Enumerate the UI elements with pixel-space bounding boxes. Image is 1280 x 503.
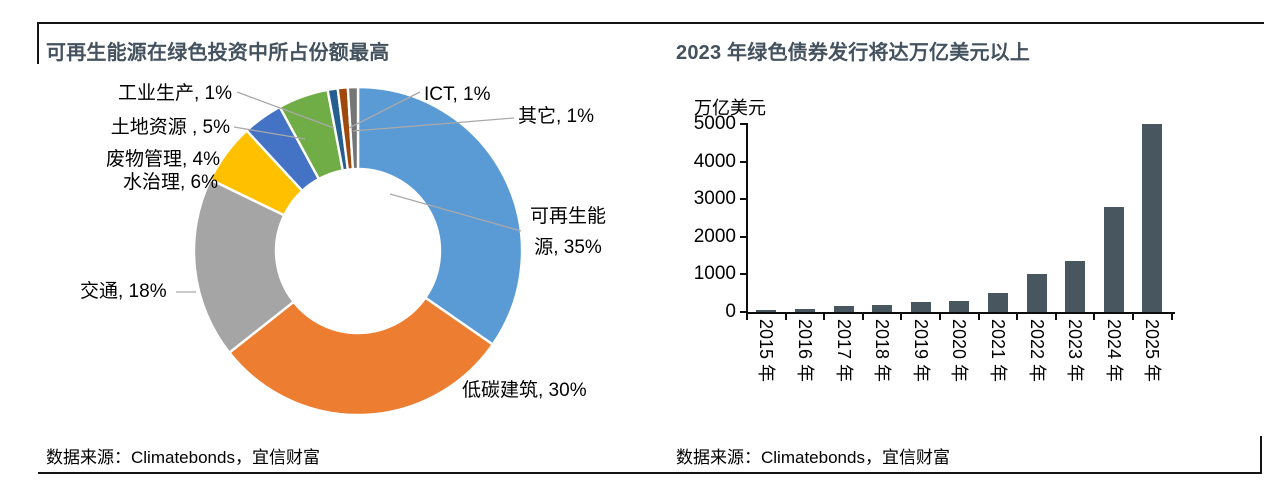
bar-2018年 xyxy=(872,305,893,312)
y-tick-label: 0 xyxy=(725,301,736,322)
bar-2025年 xyxy=(1142,124,1163,312)
x-tick-label: 2023 年 xyxy=(1065,319,1086,383)
x-axis-tick xyxy=(784,314,787,320)
pie-label-other: 其它, 1% xyxy=(518,106,595,127)
bar-2021年 xyxy=(987,292,1008,312)
x-tick-label: 2020 年 xyxy=(949,319,970,383)
y-axis-tick xyxy=(740,160,748,163)
y-tick-label: 3000 xyxy=(693,188,736,210)
x-tick-label: 2016 年 xyxy=(794,319,815,383)
x-axis-tick xyxy=(939,314,941,320)
pie-label-transport: 交通, 18% xyxy=(80,281,167,302)
bar-2017年 xyxy=(833,306,854,312)
x-axis-line xyxy=(746,312,1175,314)
x-axis-tick xyxy=(1170,314,1173,320)
frame-right-tick xyxy=(1260,436,1262,474)
y-axis-tick xyxy=(740,123,748,125)
y-axis-tick xyxy=(740,198,748,201)
source-note-right: 数据来源：Climatebonds，宜信财富 xyxy=(676,448,950,467)
pie-label-land: 土地资源 , 5% xyxy=(110,117,230,138)
bar-2019年 xyxy=(910,302,931,312)
y-axis-unit-label: 万亿美元 xyxy=(694,98,766,118)
pie-label-renewable: 可再生能源, 35% xyxy=(529,206,606,259)
x-tick-label: 2025 年 xyxy=(1142,319,1163,383)
x-axis-tick xyxy=(746,314,748,320)
y-tick-label: 4000 xyxy=(693,150,736,172)
pie-chart-title: 可再生能源在绿色投资中所占份额最高 xyxy=(46,42,390,64)
y-tick-label: 1000 xyxy=(693,263,736,285)
y-tick-label: 5000 xyxy=(693,113,736,134)
y-tick-label: 2000 xyxy=(693,225,736,247)
frame-bottom-line xyxy=(38,472,1262,474)
x-axis-tick xyxy=(823,314,826,320)
x-tick-label: 2021 年 xyxy=(987,319,1008,383)
x-tick-label: 2024 年 xyxy=(1103,319,1124,383)
pie-label-waste: 废物管理, 4% xyxy=(105,149,220,170)
pie-label-ict: ICT, 1% xyxy=(424,84,491,105)
frame-left-tick xyxy=(37,22,39,64)
x-axis-tick xyxy=(861,314,864,320)
x-tick-label: 2015 年 xyxy=(756,319,777,383)
donut-chart xyxy=(192,85,524,417)
pie-slice-交通 xyxy=(192,178,295,354)
bar-2015年 xyxy=(756,310,777,312)
x-tick-label: 2018 年 xyxy=(872,319,893,383)
x-tick-label: 2019 年 xyxy=(910,319,931,383)
pie-label-industrial: 工业生产, 1% xyxy=(117,83,232,104)
bar-chart-title: 2023 年绿色债券发行将达万亿美元以上 xyxy=(676,42,1031,64)
pie-slice-低碳建筑 xyxy=(228,296,494,417)
pie-label-building: 低碳建筑, 30% xyxy=(462,380,587,401)
y-axis-tick xyxy=(740,235,748,238)
y-axis-tick xyxy=(740,311,748,313)
bar-2023年 xyxy=(1065,261,1086,312)
x-axis-tick xyxy=(977,314,980,320)
x-tick-label: 2017 年 xyxy=(833,319,854,383)
x-axis-tick xyxy=(900,314,903,320)
pie-slice-可再生能源 xyxy=(356,85,524,346)
x-axis-tick xyxy=(1132,314,1134,320)
x-axis-tick xyxy=(1054,314,1057,320)
x-axis-tick xyxy=(1093,314,1096,320)
x-tick-label: 2022 年 xyxy=(1026,319,1047,383)
x-axis-tick xyxy=(1016,314,1019,320)
pie-label-water: 水治理, 6% xyxy=(122,172,218,193)
bar-2024年 xyxy=(1103,206,1124,312)
bar-2016年 xyxy=(794,308,815,312)
bar-2022年 xyxy=(1026,274,1047,312)
y-axis-line xyxy=(746,124,748,314)
frame-top-line xyxy=(37,22,1264,24)
source-note-left: 数据来源：Climatebonds，宜信财富 xyxy=(46,448,320,467)
bar-2020年 xyxy=(949,301,970,312)
y-axis-tick xyxy=(740,273,748,276)
